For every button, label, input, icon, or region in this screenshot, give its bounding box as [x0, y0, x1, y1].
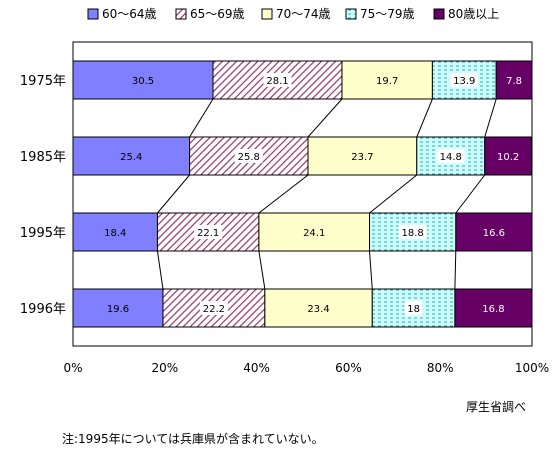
- connector-line: [369, 250, 373, 290]
- data-label-background: [494, 149, 523, 163]
- data-label-background: [304, 301, 333, 315]
- connector-line: [157, 174, 190, 214]
- data-label: 23.4: [307, 304, 329, 315]
- category-label: 1995年: [20, 226, 66, 241]
- data-label-background: [479, 301, 508, 315]
- data-label-background: [194, 225, 223, 239]
- data-label: 25.4: [120, 152, 142, 163]
- data-label: 18: [407, 304, 420, 315]
- x-tick-label: 80%: [427, 361, 454, 375]
- data-label: 22.1: [197, 228, 219, 239]
- data-label: 13.9: [453, 76, 475, 87]
- data-label: 7.8: [506, 76, 522, 87]
- connector-line: [454, 250, 457, 290]
- data-label: 30.5: [132, 76, 154, 87]
- data-label-background: [199, 301, 228, 315]
- category-label: 1996年: [20, 302, 66, 317]
- source-note: 厚生省調べ: [466, 400, 527, 414]
- footnote: 注:1995年については兵庫県が含まれていない。: [62, 432, 324, 446]
- legend-label: 60～64歳: [102, 7, 157, 21]
- legend-label: 75～79歳: [360, 7, 415, 21]
- data-label-background: [103, 301, 132, 315]
- data-label: 23.7: [351, 152, 373, 163]
- connector-line: [156, 250, 164, 290]
- legend: 60～64歳 65～69歳 70～74歳 75～79歳 80歳以上: [87, 7, 499, 21]
- legend-swatch: [87, 8, 99, 20]
- data-label-background: [398, 225, 427, 239]
- category-axis-labels: 1975年 1985年 1995年 1996年: [20, 74, 66, 317]
- bar-segments: 30.5 28.1 19.7 13.9 7.8 25.4 25.8 23.7 14.8 10.2 1…: [72, 60, 533, 328]
- data-label-background: [348, 149, 377, 163]
- data-label-background: [234, 149, 263, 163]
- data-label: 10.2: [497, 152, 519, 163]
- data-label-background: [128, 73, 157, 87]
- legend-swatch: [261, 8, 273, 20]
- connector-line: [416, 98, 433, 138]
- x-tick-label: 40%: [243, 361, 270, 375]
- data-label: 25.8: [238, 152, 260, 163]
- data-label: 28.1: [266, 76, 288, 87]
- x-axis-tick-labels: 0% 20% 40% 60% 80% 100%: [63, 361, 549, 375]
- data-label: 16.8: [482, 304, 504, 315]
- data-label-background: [117, 149, 146, 163]
- data-label: 18.4: [104, 228, 126, 239]
- x-tick-label: 20%: [151, 361, 178, 375]
- connector-line: [258, 174, 309, 214]
- series-connector-lines: [156, 98, 497, 290]
- data-label: 16.6: [483, 228, 505, 239]
- bar-segment: [454, 288, 533, 328]
- connector-line: [189, 98, 214, 138]
- stacked-bar-chart: 60～64歳 65～69歳 70～74歳 75～79歳 80歳以上 30.5 28.1 19…: [20, 7, 549, 375]
- x-tick-label: 100%: [515, 361, 549, 375]
- data-label-background: [373, 73, 402, 87]
- data-label-background: [436, 149, 465, 163]
- connector-line: [369, 174, 418, 214]
- data-label-background: [450, 73, 479, 87]
- x-tick-label: 0%: [63, 361, 82, 375]
- data-label-background: [300, 225, 329, 239]
- legend-label: 65～69歳: [190, 7, 245, 21]
- data-label-background: [479, 225, 508, 239]
- data-label: 18.8: [402, 228, 424, 239]
- legend-swatch: [433, 8, 445, 20]
- x-tick-label: 60%: [335, 361, 362, 375]
- data-label: 14.8: [440, 152, 462, 163]
- data-label-background: [263, 73, 292, 87]
- data-label: 24.1: [303, 228, 325, 239]
- category-label: 1985年: [20, 150, 66, 165]
- data-label: 19.7: [376, 76, 398, 87]
- legend-swatch: [345, 8, 357, 20]
- legend-label: 80歳以上: [448, 7, 499, 21]
- data-label: 22.2: [203, 304, 225, 315]
- connector-line: [258, 250, 266, 290]
- legend-label: 70～74歳: [276, 7, 331, 21]
- connector-line: [484, 98, 497, 138]
- data-label-background: [101, 225, 130, 239]
- legend-swatch: [175, 8, 187, 20]
- connector-line: [307, 98, 343, 138]
- data-label-background: [503, 73, 526, 87]
- data-label: 19.6: [107, 304, 129, 315]
- category-label: 1975年: [20, 74, 66, 89]
- connector-line: [455, 174, 486, 214]
- data-label-background: [404, 301, 423, 315]
